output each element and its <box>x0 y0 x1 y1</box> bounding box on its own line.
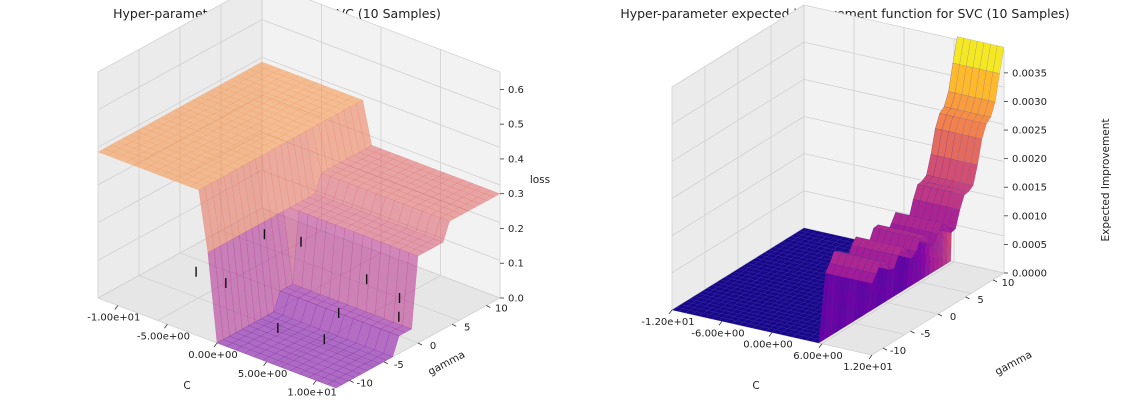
surface-cell <box>326 380 343 389</box>
surface-cell <box>345 370 362 378</box>
z-tick-label: 0.0015 <box>1012 183 1047 194</box>
grid-line <box>261 19 501 111</box>
grid-line <box>97 56 263 148</box>
z-axis-label: Expected Improvement <box>1100 119 1112 242</box>
surface-cell <box>421 241 438 250</box>
x-tick-mark <box>868 354 873 360</box>
z-tick-label: 0.6 <box>508 85 524 96</box>
z-tick-label: 0.5 <box>508 120 524 131</box>
y-tick-label: 5 <box>464 322 470 333</box>
grid-line <box>97 19 263 111</box>
z-tick-label: 0.0 <box>508 294 524 305</box>
x-tick-label: 1.20e+01 <box>843 362 893 373</box>
chart-title: Hyper-parameter expected improvement fun… <box>620 6 1069 21</box>
z-tick-label: 0.0010 <box>1012 211 1047 222</box>
expected-improvement-chart: Hyper-parameter expected improvement fun… <box>620 4 1112 392</box>
y-tick-label: 10 <box>495 304 508 315</box>
y-tick-mark <box>992 279 998 283</box>
x-tick-label: -6.00e+00 <box>691 328 744 339</box>
y-tick-mark <box>451 323 457 327</box>
grid-line <box>803 153 1005 200</box>
x-tick-mark <box>668 309 673 315</box>
surface-cell <box>471 196 488 205</box>
grid-line <box>671 116 805 199</box>
y-tick-label: 10 <box>1002 278 1015 289</box>
surface-cell <box>427 238 444 246</box>
grid-line <box>671 153 805 237</box>
x-tick-mark <box>213 342 218 348</box>
x-tick-label: 0.00e+00 <box>188 350 238 361</box>
y-tick-mark <box>349 380 354 383</box>
z-tick-label: 0.4 <box>508 154 524 165</box>
y-tick-mark <box>937 313 943 317</box>
x-tick-mark <box>312 380 317 385</box>
y-tick-label: 0 <box>950 312 956 323</box>
x-axis-label: C <box>752 380 759 392</box>
grid-line <box>97 0 231 73</box>
z-tick-label: 0.2 <box>508 224 524 235</box>
surface-cell <box>395 325 413 333</box>
grid-line <box>821 261 955 345</box>
x-tick-mark <box>718 321 723 326</box>
y-tick-mark <box>965 296 970 300</box>
y-tick-label: -10 <box>890 346 906 357</box>
surface-cell <box>865 272 877 284</box>
y-tick-mark <box>486 305 491 308</box>
x-tick-mark <box>114 305 119 310</box>
z-tick-label: 0.0000 <box>1012 269 1047 280</box>
x-tick-label: -5.00e+00 <box>137 331 190 342</box>
z-tick-label: 0.0025 <box>1012 126 1047 137</box>
x-tick-label: 1.00e+01 <box>287 388 337 399</box>
grid-line <box>803 190 1005 237</box>
surface-cell <box>383 332 400 358</box>
surface-cell <box>458 203 476 212</box>
surface-cell <box>465 200 482 208</box>
x-tick-mark <box>263 361 267 366</box>
z-tick-label: 0.0005 <box>1012 240 1047 251</box>
x-tick-mark <box>164 324 168 329</box>
surface-cell <box>433 217 450 243</box>
grid-line <box>671 78 805 162</box>
x-axis-label: C <box>183 380 190 392</box>
y-tick-mark <box>910 330 915 334</box>
z-tick-label: 0.0030 <box>1012 97 1047 108</box>
loss-chart: Hyper-parameter loss function for SVC (1… <box>87 0 550 399</box>
grid-line <box>671 190 805 274</box>
y-tick-label: -5 <box>394 360 404 371</box>
z-tick-label: 0.1 <box>508 259 524 270</box>
x-tick-label: -1.00e+01 <box>87 313 140 324</box>
y-tick-label: 5 <box>977 295 983 306</box>
z-tick-label: 0.0020 <box>1012 154 1047 165</box>
y-tick-label: -10 <box>356 379 372 390</box>
x-tick-mark <box>818 343 823 348</box>
x-tick-mark <box>768 332 773 337</box>
surface-cell <box>408 248 425 257</box>
y-tick-mark <box>383 361 389 365</box>
x-tick-label: 0.00e+00 <box>743 340 793 351</box>
x-tick-label: -1.20e+01 <box>641 317 694 328</box>
grid-line <box>671 4 805 88</box>
y-tick-label: -5 <box>921 329 931 340</box>
surface-cell <box>439 214 457 222</box>
grid-line <box>671 41 805 125</box>
y-tick-mark <box>417 342 423 346</box>
y-axis-label: gamma <box>993 349 1034 378</box>
grid-line <box>308 0 501 73</box>
grid-line <box>261 56 501 148</box>
y-tick-label: 0 <box>430 341 436 352</box>
z-tick-label: 0.0035 <box>1012 68 1047 79</box>
y-tick-mark <box>882 347 888 351</box>
x-tick-label: 6.00e+00 <box>793 351 843 362</box>
y-axis-label: gamma <box>426 349 467 378</box>
z-axis-label: loss <box>530 174 550 186</box>
x-tick-label: 5.00e+00 <box>238 369 288 380</box>
surface-cell <box>452 207 469 215</box>
z-tick-label: 0.3 <box>508 189 524 200</box>
surface-cell <box>926 232 939 246</box>
